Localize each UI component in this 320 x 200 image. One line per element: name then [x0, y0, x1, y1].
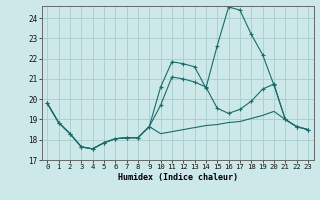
X-axis label: Humidex (Indice chaleur): Humidex (Indice chaleur): [118, 173, 237, 182]
